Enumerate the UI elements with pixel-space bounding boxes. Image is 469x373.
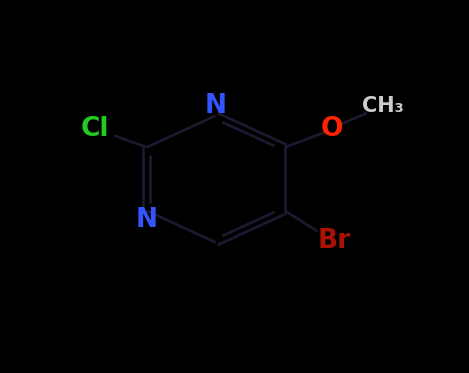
Text: O: O (320, 116, 343, 142)
Text: N: N (205, 93, 227, 119)
Text: Cl: Cl (81, 116, 109, 142)
Text: CH₃: CH₃ (363, 96, 404, 116)
Text: Br: Br (318, 228, 351, 254)
Text: N: N (136, 207, 158, 233)
